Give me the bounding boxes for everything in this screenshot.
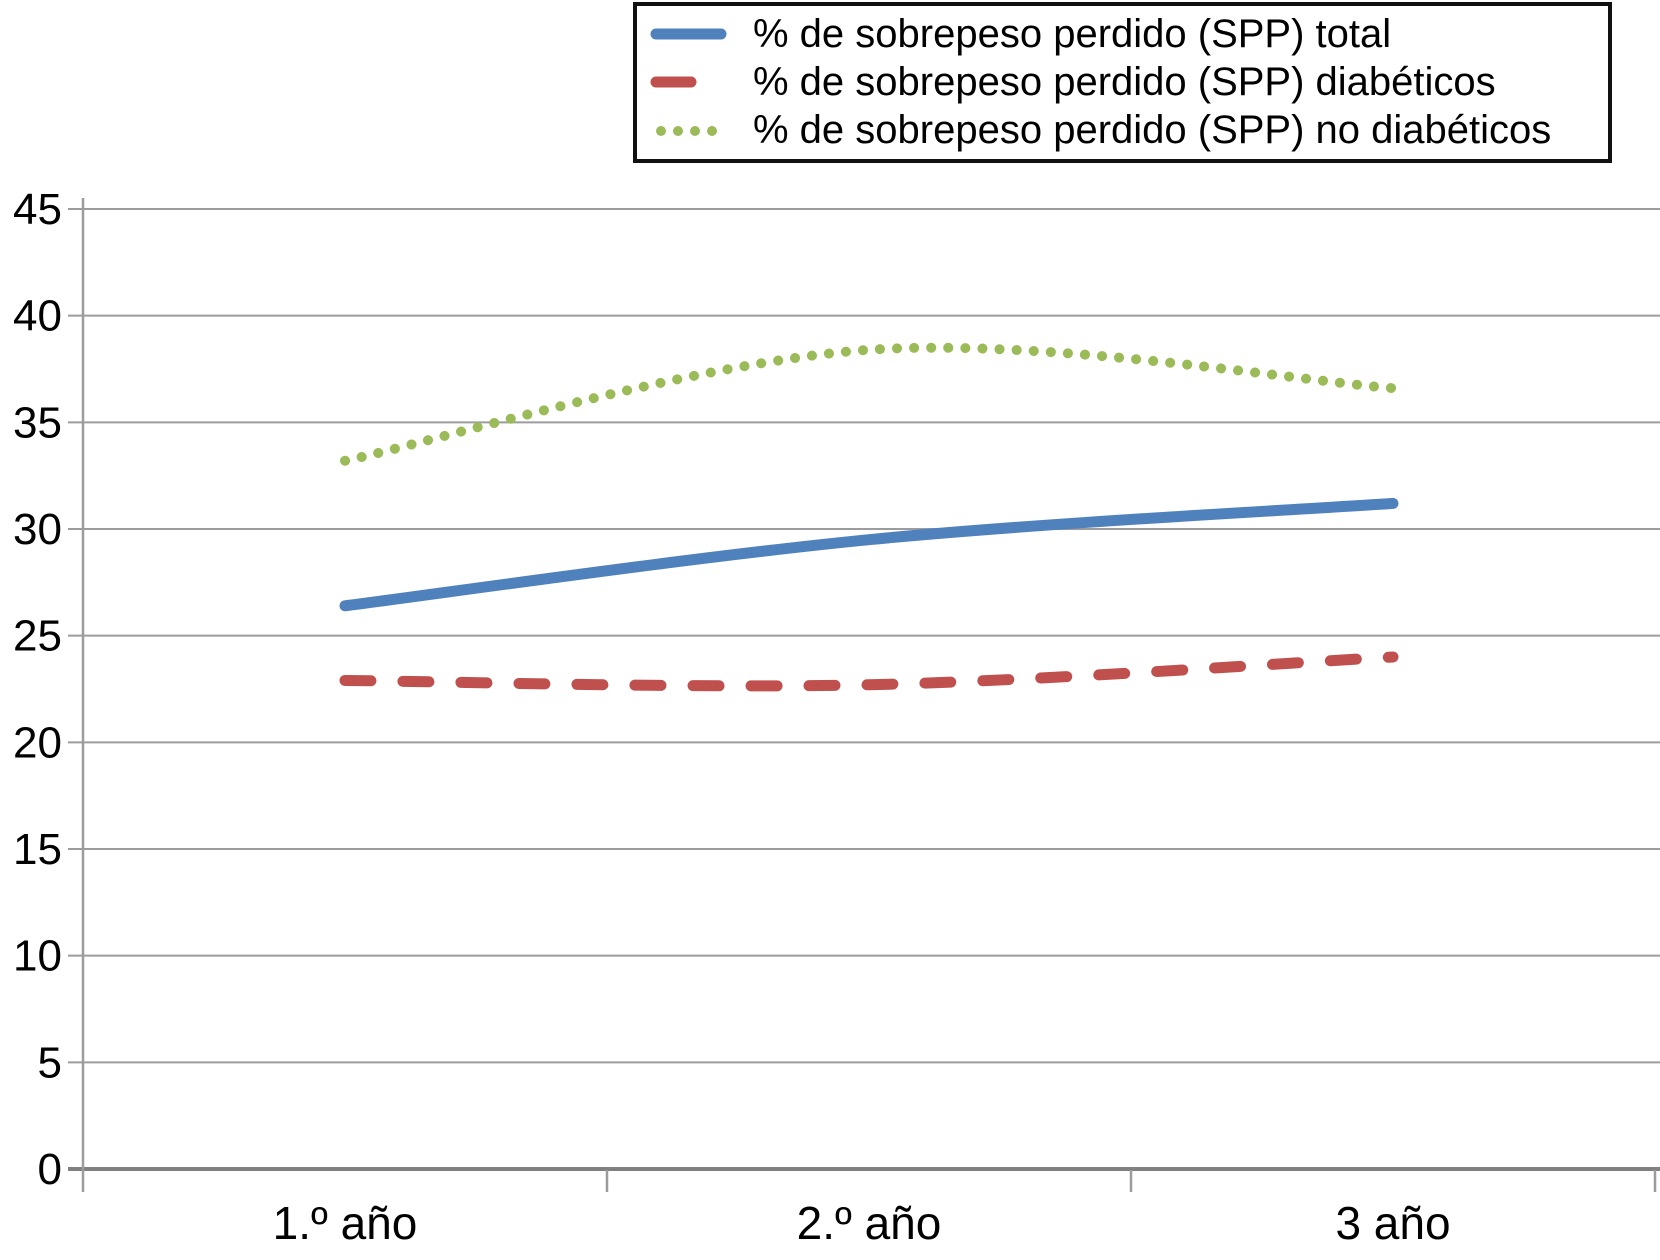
y-tick-label: 35 xyxy=(13,398,62,447)
legend: % de sobrepeso perdido (SPP) total% de s… xyxy=(633,2,1612,163)
legend-label: % de sobrepeso perdido (SPP) total xyxy=(753,11,1392,56)
y-tick-label: 30 xyxy=(13,505,62,554)
legend-label: % de sobrepeso perdido (SPP) no diabétic… xyxy=(753,108,1552,153)
y-tick-label: 25 xyxy=(13,612,62,661)
legend-marker-solid-icon xyxy=(650,28,727,40)
y-tick-label: 0 xyxy=(38,1145,62,1194)
legend-item: % de sobrepeso perdido (SPP) diabéticos xyxy=(649,60,1600,105)
y-tick-label: 20 xyxy=(13,718,62,767)
series-line-1 xyxy=(339,651,1399,692)
x-tick-label: 3 año xyxy=(1335,1197,1450,1249)
legend-marker-dashed-icon xyxy=(650,76,697,88)
legend-item: % de sobrepeso perdido (SPP) no diabétic… xyxy=(649,108,1600,153)
x-tick-label: 1.º año xyxy=(273,1197,418,1249)
y-tick-label: 40 xyxy=(13,292,62,341)
y-tick-label: 5 xyxy=(38,1038,62,1087)
legend-marker-dotted-icon xyxy=(656,125,717,136)
x-tick-label: 2.º año xyxy=(797,1197,942,1249)
legend-item: % de sobrepeso perdido (SPP) total xyxy=(649,12,1600,57)
series-line-0 xyxy=(339,497,1399,612)
y-tick-label: 15 xyxy=(13,825,62,874)
y-tick-label: 45 xyxy=(13,185,62,234)
legend-label: % de sobrepeso perdido (SPP) diabéticos xyxy=(753,59,1496,104)
series-line-2 xyxy=(340,342,1398,466)
y-tick-label: 10 xyxy=(13,932,62,981)
